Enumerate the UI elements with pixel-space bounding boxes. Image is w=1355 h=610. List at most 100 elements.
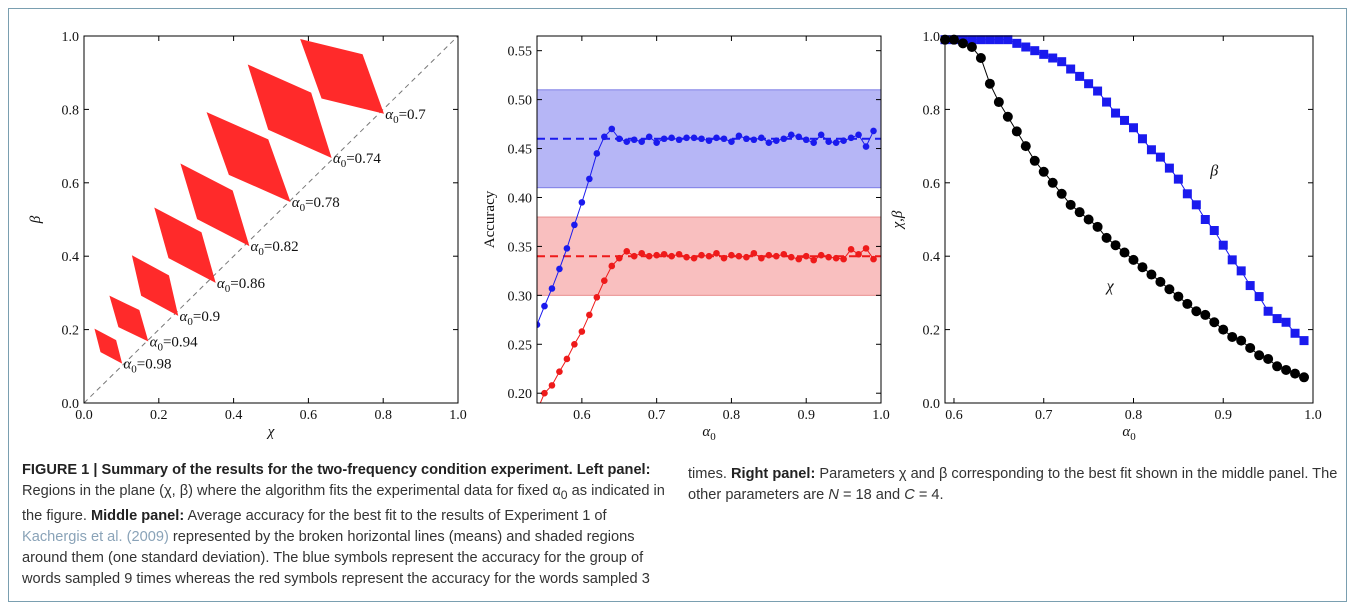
region-alpha-0-98: [94, 328, 123, 364]
red-point: [571, 340, 578, 348]
blue-point: [571, 221, 578, 229]
blue-point: [698, 135, 705, 143]
chi-point: [1263, 353, 1274, 364]
middle-panel: 0.6 0.7 0.8 0.9 1.0 0.20 0.25 0.30 0.35 0.40 0.45 0…: [482, 35, 890, 443]
blue-point: [548, 285, 556, 292]
red-point: [832, 254, 840, 262]
beta-point: [967, 35, 977, 45]
citation-link[interactable]: Kachergis et al. (2009): [22, 528, 169, 545]
red-point: [534, 408, 541, 415]
middle-plot-frame: [536, 35, 882, 404]
beta-point: [1191, 200, 1201, 210]
blue-point: [638, 138, 645, 145]
beta-point: [1146, 145, 1156, 155]
middle-panel-label: Middle panel:: [90, 507, 185, 524]
beta-point: [1102, 97, 1112, 107]
blue-point: [586, 175, 593, 183]
blue-point: [780, 135, 788, 143]
left-y-tick-label: 0.2: [62, 324, 80, 339]
beta-point: [1048, 53, 1058, 63]
right-y-tick-label: 1.0: [923, 30, 941, 45]
beta-point: [994, 35, 1004, 45]
red-point: [683, 253, 690, 261]
beta-point: [1290, 328, 1300, 338]
chi-point: [1047, 177, 1058, 188]
chi-point: [1056, 188, 1067, 199]
beta-point: [1272, 314, 1282, 324]
blue-series-line: [537, 128, 874, 325]
beta-point: [985, 35, 995, 45]
blue-point: [608, 125, 616, 133]
blue-point: [601, 133, 608, 141]
chi-point: [1101, 232, 1112, 243]
chi-point: [1200, 309, 1211, 320]
region-label-0-9: α0=0.9: [180, 309, 221, 328]
beta-point: [1200, 215, 1210, 224]
left-x-tick-label: 0.2: [150, 408, 168, 423]
region-alpha-0-7: [300, 38, 384, 114]
red-point: [773, 252, 780, 260]
red-point: [608, 262, 616, 270]
beta-point: [1182, 189, 1192, 199]
middle-y-tick-label: 0.25: [508, 338, 533, 353]
right-x-tick-label: 1.0: [1304, 408, 1322, 423]
blue-point: [847, 134, 855, 142]
diagonal-line: [83, 35, 459, 404]
red-point: [713, 249, 720, 257]
red-point: [698, 251, 705, 259]
left-x-tick-label: 0.6: [300, 408, 318, 423]
left-y-axis-label: β: [28, 215, 44, 224]
red-point: [638, 249, 645, 257]
chi-point: [1218, 324, 1229, 335]
beta-point: [1030, 46, 1040, 56]
blue-point: [728, 138, 735, 145]
red-point: [653, 251, 660, 259]
red-point: [870, 255, 877, 263]
red-point: [847, 246, 855, 253]
right-y-tick-label: 0.0: [923, 397, 941, 412]
red-point: [563, 355, 571, 363]
blue-point: [556, 265, 563, 273]
left-y-tick-label: 1.0: [62, 30, 80, 45]
red-point: [735, 252, 743, 260]
blue-point: [862, 143, 870, 150]
right-y-axis-label: χ,β: [890, 210, 906, 230]
left-y-tick-label: 0.8: [62, 103, 80, 118]
left-x-tick-label: 0.0: [75, 408, 93, 423]
region-alpha-0-86: [154, 207, 216, 283]
beta-point: [1209, 226, 1219, 236]
chi-point: [1083, 214, 1094, 225]
blue-point: [810, 139, 817, 146]
beta-point: [1111, 108, 1121, 118]
middle-panel-text-2-cont: represented by the broken horizontal lin…: [688, 460, 1316, 482]
blue-point: [623, 138, 631, 145]
red-point: [586, 311, 593, 319]
figure-charts: α0=0.7 α0=0.74 α0=0.78 α0=0.82 α0=0.86 α0=0.9…: [28, 30, 1322, 443]
blue-point: [578, 199, 586, 206]
red-point: [556, 368, 563, 375]
beta-point: [1281, 317, 1291, 327]
red-point: [728, 251, 735, 259]
beta-point: [1120, 115, 1130, 125]
chi-point: [1173, 291, 1184, 302]
blue-point: [668, 134, 675, 142]
chi-point: [1191, 306, 1202, 317]
right-y-tick-label: 0.4: [923, 250, 941, 265]
chi-point: [1155, 276, 1166, 287]
left-x-tick-label: 0.8: [374, 408, 392, 423]
chi-point: [966, 42, 977, 53]
red-point: [668, 252, 675, 260]
middle-x-tick-label: 0.7: [648, 408, 666, 423]
blue-point: [855, 131, 862, 139]
middle-y-tick-label: 0.30: [508, 289, 533, 304]
chi-point: [1236, 335, 1247, 346]
red-point: [541, 389, 548, 397]
beta-point: [1084, 79, 1094, 89]
beta-point: [1263, 306, 1273, 316]
region-label-0-86: α0=0.86: [217, 276, 266, 295]
red-point: [675, 250, 683, 258]
blue-point: [765, 139, 773, 146]
chi-point: [1065, 199, 1076, 210]
middle-y-tick-label: 0.50: [508, 94, 533, 109]
right-panel: β χ 0.6 0.7 0.8 0.9 1.0 0.0 0.2 0.4 0.6 0.8 1.0 α0 χ,β: [890, 30, 1322, 443]
